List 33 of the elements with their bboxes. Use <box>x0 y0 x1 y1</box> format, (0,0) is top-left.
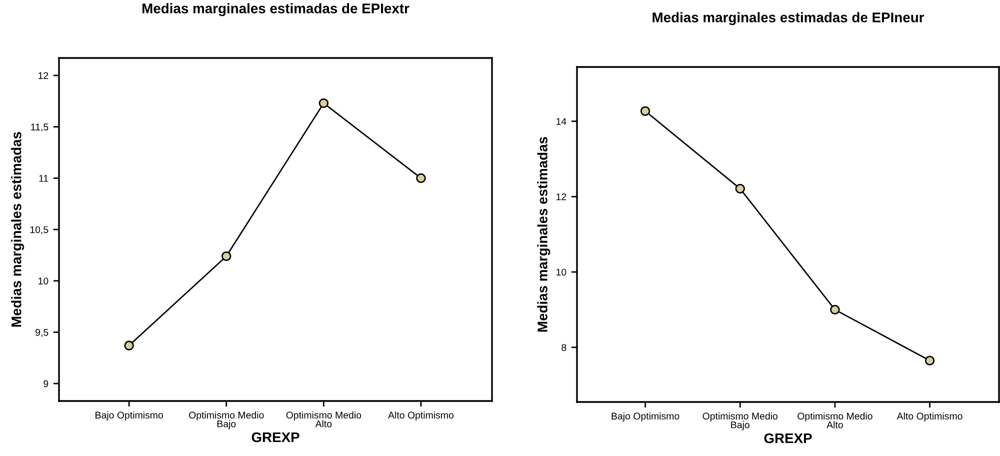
x-tick-label: Optimismo Medio Alto <box>798 412 872 428</box>
point <box>318 98 329 108</box>
point <box>416 173 426 184</box>
y-tick-label: 10 <box>38 278 48 284</box>
point <box>735 184 745 194</box>
point <box>640 106 650 116</box>
y-axis-title: Medias marginales estimadas <box>11 132 24 327</box>
y-tick-label: 10,5 <box>30 226 48 234</box>
y-tick-label: 10 <box>556 268 566 276</box>
chart-title: Medias marginales estimadas de EPIneur <box>652 12 924 26</box>
y-tick-label: 8 <box>562 344 566 351</box>
point <box>222 251 232 262</box>
y-tick-label: 9 <box>44 380 48 388</box>
y-tick-label: 12 <box>38 72 48 79</box>
y-axis-title: Medias marginales estimadas <box>537 137 550 332</box>
point <box>124 340 134 350</box>
x-tick-label: Bajo Optimismo <box>96 411 163 420</box>
x-tick-label: Optimismo Medio Bajo <box>702 412 778 430</box>
chart-title: Medias marginales estimadas de EPIextr <box>142 3 410 16</box>
x-axis-title: GREXP <box>252 432 300 442</box>
y-tick-label: 11 <box>39 174 48 182</box>
y-tick-label: 11,5 <box>31 124 48 132</box>
x-tick-label: Alto Optimismo <box>896 412 962 422</box>
y-tick-label: 12 <box>556 193 566 200</box>
y-tick-label: 14 <box>556 118 566 125</box>
y-tick-label: 9,5 <box>36 328 48 337</box>
point <box>830 304 840 315</box>
x-tick-label: Alto Optimismo <box>388 411 454 420</box>
x-tick-label: Optimismo Medio Bajo <box>189 411 264 430</box>
x-axis-title: GREXP <box>764 433 812 444</box>
x-tick-label: Optimismo Medio Alto <box>286 411 362 428</box>
x-tick-label: Bajo Optimismo <box>612 412 680 422</box>
point <box>924 356 935 366</box>
